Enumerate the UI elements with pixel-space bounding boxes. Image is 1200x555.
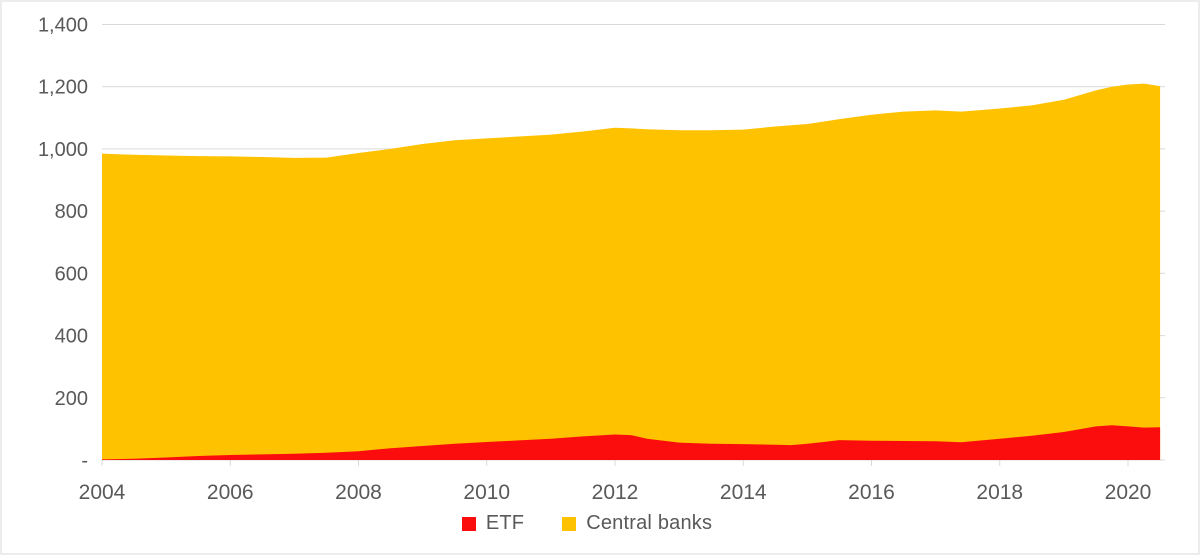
legend-label-etf: ETF (485, 512, 525, 534)
x-axis-label-2020: 2020 (1105, 481, 1152, 504)
central-banks-swatch-icon (562, 516, 577, 531)
legend-item-central-banks: Central banks (562, 512, 712, 535)
x-axis-label-2006: 2006 (207, 481, 254, 504)
legend-item-etf: ETF (461, 512, 525, 535)
y-axis-label-1200: 1,200 (38, 77, 88, 99)
x-axis-label-2016: 2016 (848, 481, 895, 504)
x-axis-label-2008: 2008 (335, 481, 382, 504)
y-axis-label-1000: 1,000 (38, 139, 88, 161)
legend-label-central-banks: Central banks (586, 512, 713, 534)
y-axis-label-0: - (81, 450, 88, 472)
area-etf (102, 425, 1161, 460)
x-axis-label-2014: 2014 (720, 481, 767, 504)
y-axis-label-800: 800 (55, 201, 88, 223)
etf-swatch-icon (461, 516, 476, 531)
y-axis-label-600: 600 (55, 263, 88, 285)
chart-legend: ETF Central banks (2, 512, 1172, 535)
x-axis-label-2004: 2004 (79, 481, 126, 504)
area-central-banks (102, 83, 1161, 460)
y-axis-label-1400: 1,400 (38, 15, 88, 37)
y-axis-label-400: 400 (55, 326, 88, 348)
x-axis-label-2010: 2010 (463, 481, 510, 504)
y-axis-label-200: 200 (55, 388, 88, 410)
x-axis-label-2012: 2012 (592, 481, 639, 504)
x-axis-label-2018: 2018 (976, 481, 1023, 504)
